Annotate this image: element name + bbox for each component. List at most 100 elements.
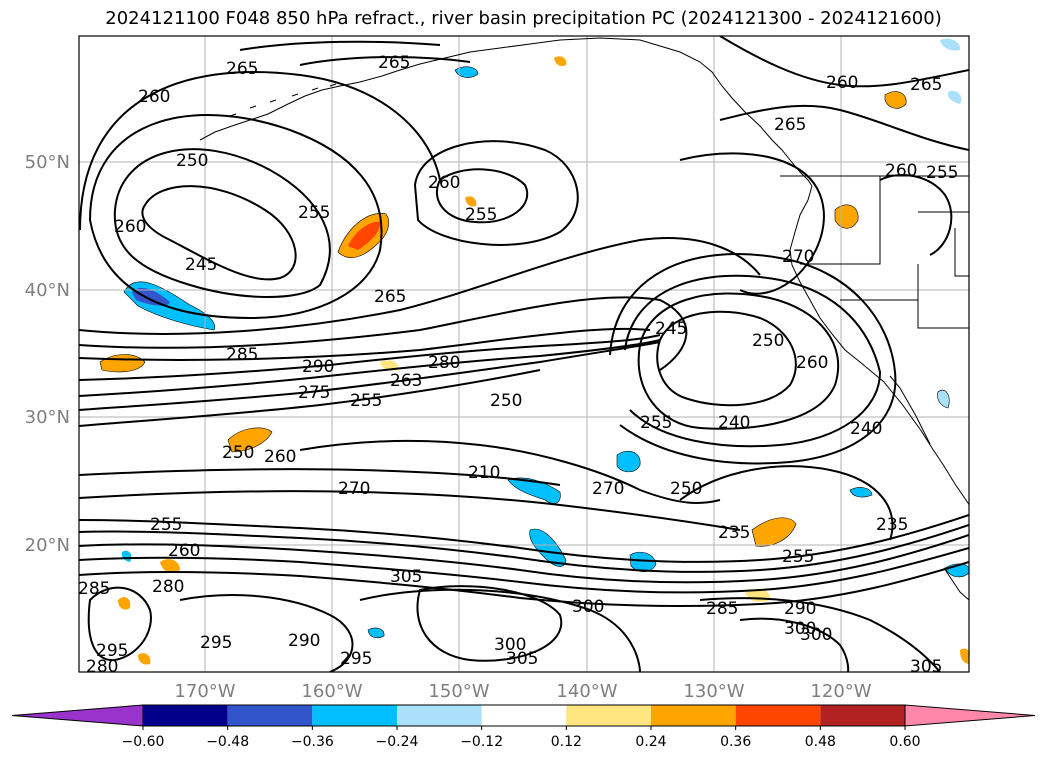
positive-anomaly-patch xyxy=(751,517,797,547)
contour-label: 265 xyxy=(374,287,406,307)
contour-label: 260 xyxy=(826,73,858,93)
contour-line xyxy=(79,534,969,584)
lat-label: 50°N xyxy=(25,152,70,173)
colorbar-segment xyxy=(651,705,736,726)
contour-label: 295 xyxy=(96,641,128,661)
map-title: 2024121100 F048 850 hPa refract., river … xyxy=(105,8,942,29)
lat-label: 30°N xyxy=(25,407,70,428)
colorbar-tick-label: −0.60 xyxy=(122,734,165,750)
colorbar-segment xyxy=(312,705,397,726)
refractivity-contours xyxy=(79,36,969,672)
contour-line xyxy=(719,36,969,88)
positive-anomaly-patch xyxy=(554,56,567,67)
contour-line xyxy=(79,334,661,381)
state-border xyxy=(800,176,881,265)
contour-line xyxy=(739,617,850,672)
contour-line xyxy=(299,56,471,66)
contour-label: 265 xyxy=(910,75,942,95)
contour-line xyxy=(699,597,941,672)
contour-label: 305 xyxy=(390,567,422,587)
colorbar-extend-high xyxy=(904,704,1036,727)
contour-line xyxy=(79,296,688,371)
contour-label: 240 xyxy=(850,419,882,439)
contour-label: 295 xyxy=(340,649,372,669)
contour-label: 235 xyxy=(876,515,908,535)
positive-anomaly-patch xyxy=(227,427,273,453)
contour-label: 255 xyxy=(926,163,958,183)
contour-label: 285 xyxy=(226,345,258,365)
contour-label: 285 xyxy=(78,579,110,599)
contour-line xyxy=(88,114,383,320)
contour-label: 240 xyxy=(718,413,750,433)
contour-line xyxy=(79,327,651,361)
contour-label: 265 xyxy=(774,115,806,135)
contour-label: 245 xyxy=(655,319,687,339)
negative-anomaly-patch xyxy=(367,627,385,639)
lon-label: 170°W xyxy=(174,681,235,702)
contour-label: 300 xyxy=(494,635,526,655)
lon-label: 130°W xyxy=(683,681,744,702)
colorbar-segment xyxy=(735,705,821,726)
contour-label: 263 xyxy=(390,371,422,391)
contour-label: 290 xyxy=(784,599,816,619)
contour-line xyxy=(679,465,894,541)
contour-label: 305 xyxy=(506,649,538,669)
contour-label: 250 xyxy=(670,479,702,499)
contour-label: 235 xyxy=(718,523,750,543)
state-border xyxy=(917,264,969,329)
contour-label: 260 xyxy=(138,87,170,107)
contour-line xyxy=(179,594,354,672)
longitude-labels: 170°W 160°W 150°W 140°W 130°W 120°W xyxy=(174,681,871,702)
positive-anomaly-patch xyxy=(834,204,859,229)
contour-label: 250 xyxy=(222,443,254,463)
contour-label: 255 xyxy=(640,413,672,433)
lat-label: 40°N xyxy=(25,280,70,301)
contour-label: 280 xyxy=(86,657,118,677)
contour-line xyxy=(79,514,969,563)
negative-anomaly-patch xyxy=(947,90,962,104)
positive-anomaly-patch xyxy=(118,597,131,610)
contour-line xyxy=(299,439,721,504)
contour-line xyxy=(141,185,297,281)
contour-line xyxy=(79,237,761,335)
contour-line xyxy=(79,341,661,411)
contour-label: 260 xyxy=(264,447,296,467)
colorbar-tick-label: 0.36 xyxy=(720,734,751,750)
contour-line xyxy=(879,174,953,256)
contour-label: 245 xyxy=(185,255,217,275)
contour-line xyxy=(239,40,441,51)
contour-line xyxy=(79,468,561,486)
contour-line xyxy=(413,140,579,246)
alaska-coastline xyxy=(199,37,813,187)
baja-peninsula xyxy=(889,375,931,445)
colorbar-tick-label: 0.24 xyxy=(635,734,666,750)
contour-label: 305 xyxy=(910,657,942,677)
mexico-coast xyxy=(943,567,969,601)
contour-label: 260 xyxy=(428,173,460,193)
contour-line xyxy=(416,585,563,662)
contour-label: 300 xyxy=(800,625,832,645)
colorbar-segment xyxy=(820,705,905,726)
contour-label: 250 xyxy=(752,331,784,351)
positive-anomaly-core xyxy=(348,221,381,250)
contour-label: 255 xyxy=(350,391,382,411)
colorbar-segment xyxy=(397,705,482,726)
contour-label: 265 xyxy=(378,53,410,73)
contour-label: 295 xyxy=(200,633,232,653)
contour-label: 250 xyxy=(176,151,208,171)
positive-anomaly-patch xyxy=(884,91,907,109)
contour-label: 290 xyxy=(288,631,320,651)
contour-label: 260 xyxy=(114,217,146,237)
contour-label: 270 xyxy=(782,247,814,267)
contour-line xyxy=(624,274,882,448)
contour-label: 270 xyxy=(338,479,370,499)
contour-line xyxy=(435,168,528,224)
contour-line xyxy=(79,561,969,607)
negative-anomaly-patch xyxy=(940,38,961,51)
colorbar-tick-label: 0.60 xyxy=(889,734,920,750)
latitude-labels: 50°N 40°N 30°N 20°N xyxy=(25,152,70,556)
negative-anomaly-patch xyxy=(937,389,950,409)
contour-label: 300 xyxy=(572,597,604,617)
contour-line xyxy=(79,339,661,397)
colorbar-segment xyxy=(143,705,228,726)
